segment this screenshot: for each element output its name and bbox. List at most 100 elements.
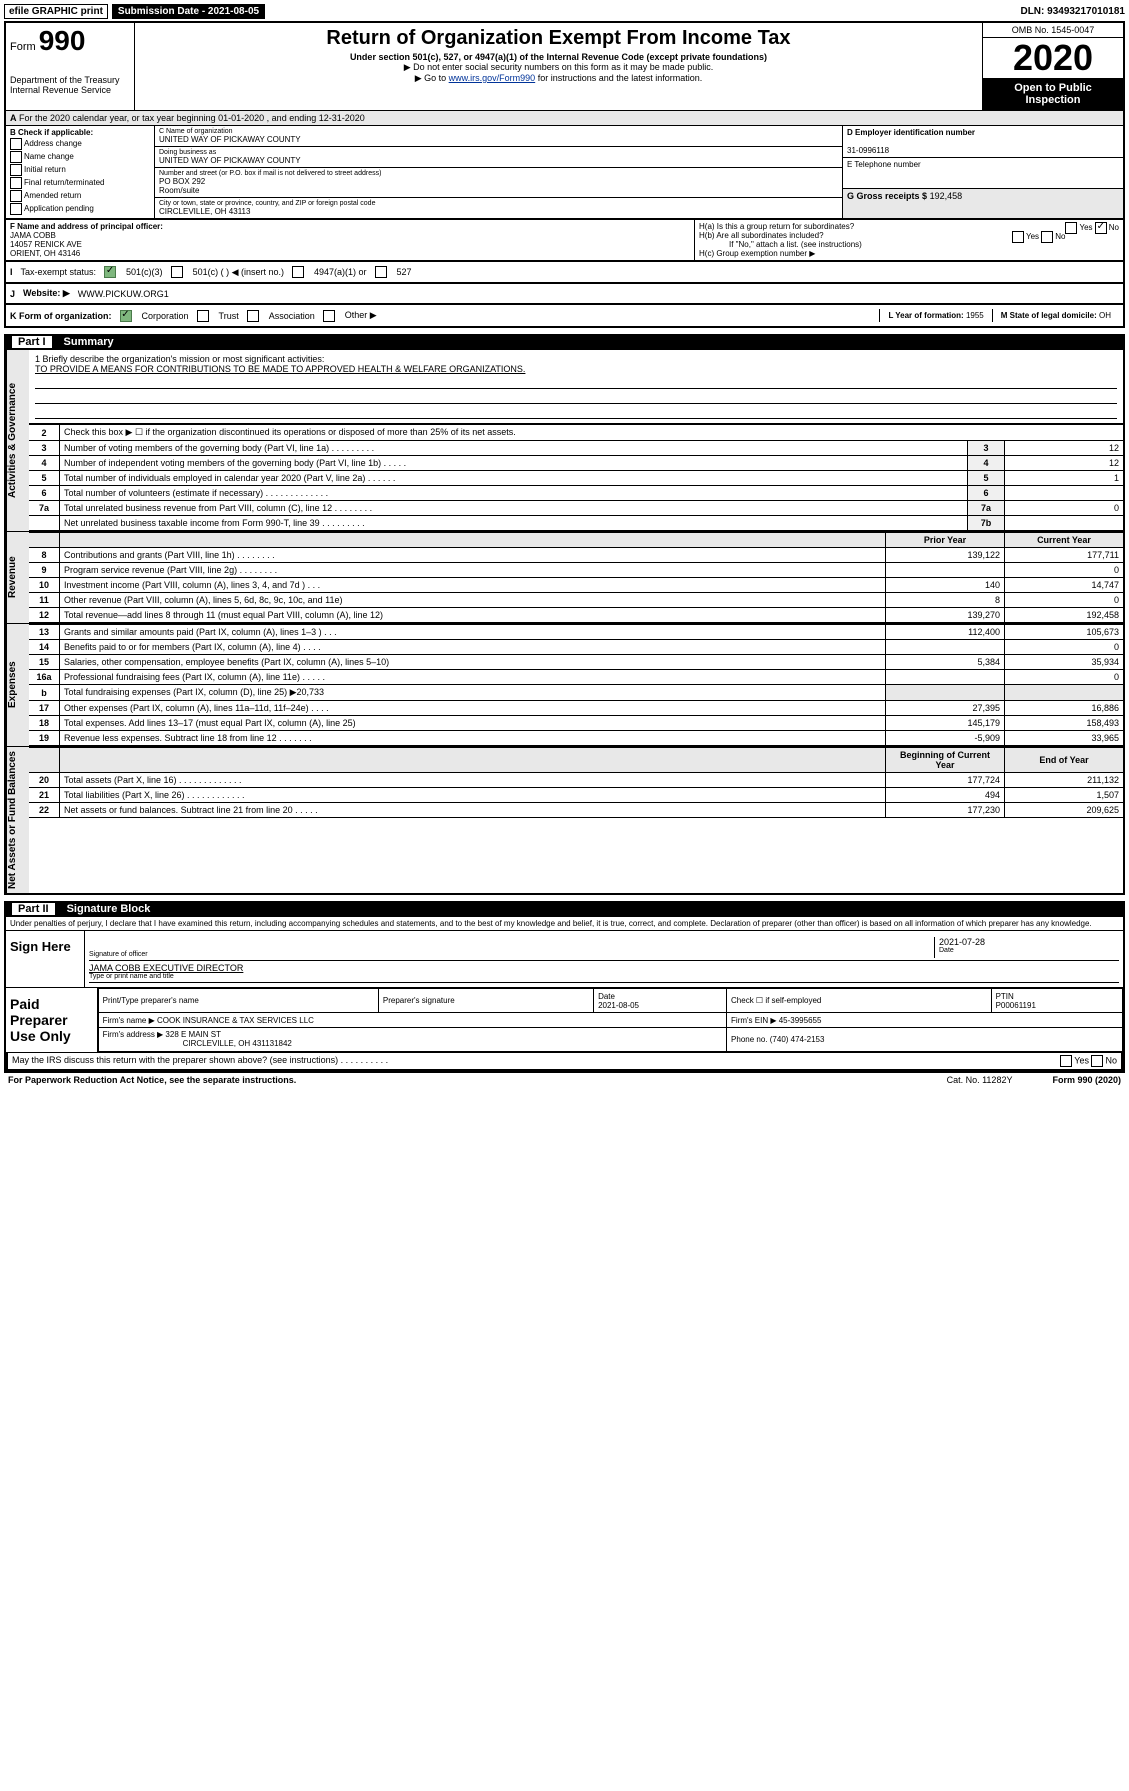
p13: 112,400	[886, 625, 1005, 640]
period-text: For the 2020 calendar year, or tax year …	[19, 113, 365, 123]
lbl-501c: 501(c) ( ) ◀ (insert no.)	[193, 267, 284, 278]
prep-date-hdr: Date	[598, 992, 615, 1001]
chk-501c[interactable]	[171, 266, 183, 278]
perjury-text: Under penalties of perjury, I declare th…	[6, 917, 1123, 930]
chk-final[interactable]	[10, 177, 22, 189]
lbl-other: Other ▶	[345, 310, 377, 321]
firm-name: COOK INSURANCE & TAX SERVICES LLC	[157, 1016, 314, 1025]
dba-name: UNITED WAY OF PICKAWAY COUNTY	[159, 156, 838, 165]
p15: 5,384	[886, 655, 1005, 670]
prep-self: Check ☐ if self-employed	[727, 989, 992, 1013]
street-addr: PO BOX 292	[159, 177, 838, 186]
chk-address[interactable]	[10, 138, 22, 150]
mission-text: TO PROVIDE A MEANS FOR CONTRIBUTIONS TO …	[35, 364, 1117, 374]
line17: Other expenses (Part IX, column (A), lin…	[60, 701, 886, 716]
website-row: J Website: ▶ WWW.PICKUW.ORG1	[4, 284, 1125, 305]
hb-yes[interactable]	[1012, 231, 1024, 243]
firm-ein: 45-3995655	[779, 1016, 822, 1025]
chk-amended[interactable]	[10, 190, 22, 202]
website-value: WWW.PICKUW.ORG1	[78, 289, 169, 299]
val5: 1	[1005, 471, 1124, 486]
c12: 192,458	[1005, 608, 1124, 623]
sig-officer-label: Signature of officer	[89, 951, 934, 958]
chk-4947[interactable]	[292, 266, 304, 278]
officer-printed: JAMA COBB EXECUTIVE DIRECTOR	[89, 963, 243, 973]
lbl-4947: 4947(a)(1) or	[314, 267, 367, 277]
city-state-zip: CIRCLEVILLE, OH 43113	[159, 207, 838, 216]
suite-label: Room/suite	[159, 186, 838, 195]
ha-no[interactable]	[1095, 222, 1107, 234]
bottom-line: For Paperwork Reduction Act Notice, see …	[4, 1073, 1125, 1087]
c8: 177,711	[1005, 548, 1124, 563]
officer-addr1: 14057 RENICK AVE	[10, 240, 82, 249]
side-governance: Activities & Governance	[6, 350, 29, 531]
entity-block: B Check if applicable: Address change Na…	[4, 126, 1125, 220]
lbl-trust: Trust	[219, 311, 239, 321]
line10: Investment income (Part VIII, column (A)…	[60, 578, 886, 593]
form-header-right: OMB No. 1545-0047 2020 Open to Public In…	[982, 23, 1123, 110]
val7a: 0	[1005, 501, 1124, 516]
chk-initial[interactable]	[10, 164, 22, 176]
line16a: Professional fundraising fees (Part IX, …	[60, 670, 886, 685]
sign-date-label: Date	[939, 947, 1119, 954]
line7b: Net unrelated business taxable income fr…	[60, 516, 968, 531]
form-header-center: Return of Organization Exempt From Incom…	[135, 23, 982, 110]
line20: Total assets (Part X, line 16) . . . . .…	[60, 773, 886, 788]
c11: 0	[1005, 593, 1124, 608]
c14: 0	[1005, 640, 1124, 655]
year-form-label: L Year of formation:	[888, 311, 963, 320]
prep-date: 2021-08-05	[598, 1001, 639, 1010]
lbl-initial: Initial return	[24, 165, 66, 174]
line7a: Total unrelated business revenue from Pa…	[60, 501, 968, 516]
p12: 139,270	[886, 608, 1005, 623]
k-label: K Form of organization:	[10, 311, 112, 321]
chk-pending[interactable]	[10, 203, 22, 215]
firm-addr-label: Firm's address ▶	[103, 1030, 164, 1039]
p11: 8	[886, 593, 1005, 608]
officer-printed-label: Type or print name and title	[89, 973, 243, 980]
p17: 27,395	[886, 701, 1005, 716]
chk-corp[interactable]	[120, 310, 132, 322]
discuss-yes[interactable]	[1060, 1055, 1072, 1067]
tax-status-row: I Tax-exempt status: 501(c)(3) 501(c) ( …	[4, 262, 1125, 284]
chk-name[interactable]	[10, 151, 22, 163]
line4: Number of independent voting members of …	[60, 456, 968, 471]
irs-link[interactable]: www.irs.gov/Form990	[449, 73, 536, 83]
org-name: UNITED WAY OF PICKAWAY COUNTY	[159, 135, 838, 144]
summary-body: Activities & Governance 1 Briefly descri…	[4, 350, 1125, 895]
val3: 12	[1005, 441, 1124, 456]
hb-no[interactable]	[1041, 231, 1053, 243]
discuss-text: May the IRS discuss this return with the…	[12, 1055, 388, 1067]
chk-trust[interactable]	[197, 310, 209, 322]
pra-notice: For Paperwork Reduction Act Notice, see …	[8, 1075, 296, 1085]
discuss-no[interactable]	[1091, 1055, 1103, 1067]
p19: -5,909	[886, 731, 1005, 746]
form-ref: Form 990 (2020)	[1052, 1075, 1121, 1085]
ein-value: 31-0996118	[847, 146, 889, 155]
firm-addr: 328 E MAIN ST	[165, 1030, 221, 1039]
lbl-name: Name change	[24, 152, 74, 161]
b21: 494	[886, 788, 1005, 803]
lbl-amended: Amended return	[24, 191, 81, 200]
dln: DLN: 93493217010181	[1020, 6, 1125, 17]
e20: 211,132	[1005, 773, 1124, 788]
line15: Salaries, other compensation, employee b…	[60, 655, 886, 670]
chk-527[interactable]	[375, 266, 387, 278]
chk-501c3[interactable]	[104, 266, 116, 278]
ha-yes[interactable]	[1065, 222, 1077, 234]
governance-table: 2Check this box ▶ ☐ if the organization …	[29, 424, 1123, 531]
ein-label: D Employer identification number	[847, 128, 975, 137]
b20: 177,724	[886, 773, 1005, 788]
c15: 35,934	[1005, 655, 1124, 670]
lbl-assoc: Association	[269, 311, 315, 321]
check-applicable: B Check if applicable: Address change Na…	[6, 126, 155, 218]
chk-assoc[interactable]	[247, 310, 259, 322]
p8: 139,122	[886, 548, 1005, 563]
line19: Revenue less expenses. Subtract line 18 …	[60, 731, 886, 746]
chk-other[interactable]	[323, 310, 335, 322]
sign-here-row: Sign Here Signature of officer 2021-07-2…	[6, 930, 1123, 987]
c19: 33,965	[1005, 731, 1124, 746]
officer-name: JAMA COBB	[10, 231, 56, 240]
gross-receipts: G Gross receipts $ 192,458	[843, 189, 1123, 219]
side-netassets: Net Assets or Fund Balances	[6, 747, 29, 893]
